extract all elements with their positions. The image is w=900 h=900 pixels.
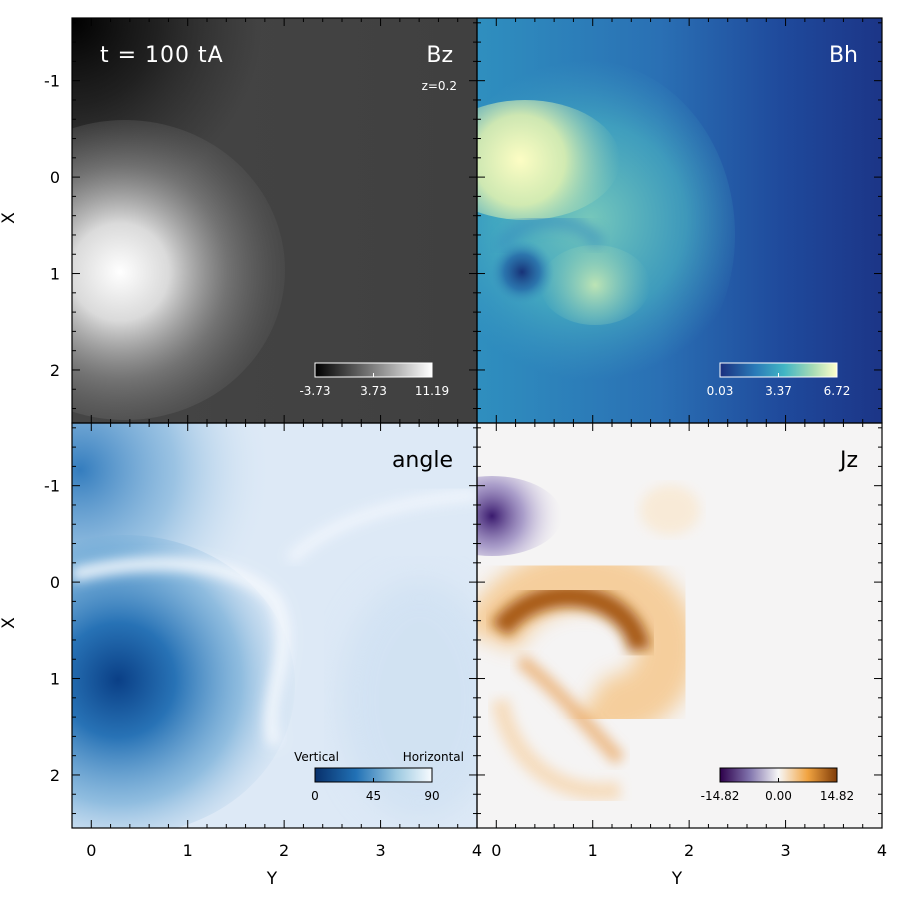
- panel-frame: [476, 422, 883, 829]
- colorbar-tick-label: 11.19: [415, 384, 449, 398]
- chart-layer: -1 0 1 2 X Bz t = 100 tA z=0.2 -3.73 3.73 11.19 Bh 0…: [0, 17, 887, 889]
- y-tick-label: 2: [50, 361, 60, 380]
- colorbar-tick-label: -3.73: [299, 384, 330, 398]
- panel-title: Bh: [829, 43, 858, 68]
- height-annotation: z=0.2: [422, 79, 457, 93]
- y-tick-label: 0: [50, 573, 60, 592]
- colorbar-end-label-left: Vertical: [294, 750, 339, 764]
- x-axis-label: Y: [671, 869, 683, 889]
- colorbar-tick-label: 0: [311, 789, 319, 803]
- y-axis-label: X: [0, 617, 19, 629]
- x-tick-label: 1: [183, 841, 193, 860]
- panel-bz-field: [72, 18, 477, 423]
- panel-title: Jz: [838, 448, 858, 473]
- y-tick-label: 1: [50, 670, 60, 689]
- x-tick-label: 2: [684, 841, 694, 860]
- x-tick-label: 3: [780, 841, 790, 860]
- y-tick-label: 1: [50, 265, 60, 284]
- panel-title: angle: [392, 448, 453, 473]
- y-axis-label: X: [0, 212, 19, 224]
- x-tick-label: 0: [491, 841, 501, 860]
- x-tick-label: 0: [86, 841, 96, 860]
- colorbar-tick-label: 90: [424, 789, 439, 803]
- panel-title: Bz: [426, 43, 453, 68]
- y-tick-label: -1: [44, 72, 60, 91]
- x-axis-label: Y: [266, 869, 278, 889]
- colorbar-tick-label: 0.00: [765, 789, 792, 803]
- y-tick-label: -1: [44, 477, 60, 496]
- colorbar-tick-label: -14.82: [701, 789, 740, 803]
- panel-angle-field: [72, 423, 477, 828]
- time-annotation: t = 100 tA: [100, 43, 224, 68]
- x-tick-label: 1: [588, 841, 598, 860]
- colorbar-tick-label: 3.37: [765, 384, 792, 398]
- x-tick-label: 4: [877, 841, 887, 860]
- panel-bh-field: [477, 18, 882, 423]
- x-tick-label: 3: [375, 841, 385, 860]
- y-tick-label: 0: [50, 168, 60, 187]
- colorbar-tick-label: 45: [366, 789, 381, 803]
- x-tick-label: 4: [472, 841, 482, 860]
- colorbar-tick-label: 14.82: [820, 789, 854, 803]
- colorbar-tick-label: 0.03: [707, 384, 734, 398]
- x-tick-label: 2: [279, 841, 289, 860]
- y-tick-label: 2: [50, 766, 60, 785]
- colorbar-end-label-right: Horizontal: [403, 750, 464, 764]
- colorbar-tick-label: 3.73: [360, 384, 387, 398]
- colorbar-tick-label: 6.72: [824, 384, 851, 398]
- panel-jz-field: [477, 423, 882, 828]
